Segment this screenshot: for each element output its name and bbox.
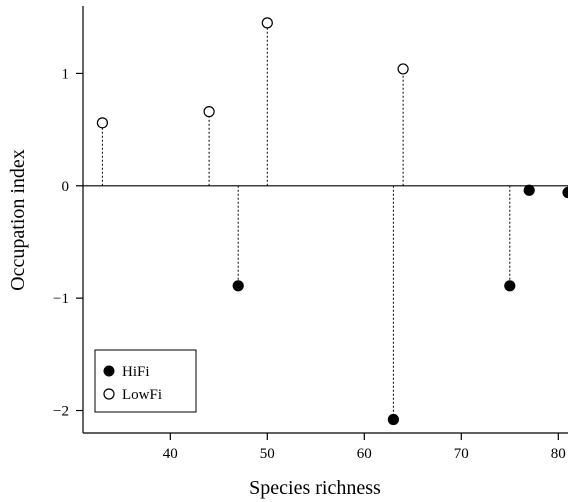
legend-lowfi-marker [103,388,115,400]
y-tick-label: 1 [62,66,70,82]
hifi-point [387,413,399,426]
legend-hifi-marker [103,365,115,377]
lowfi-point [261,17,273,29]
hifi-point [504,280,516,292]
y-axis-title: Occupation index [7,149,29,291]
lowfi-point [203,106,215,118]
legend-hifi-label: HiFi [122,364,150,380]
x-tick-label: 70 [454,446,469,462]
hifi-point [232,280,244,292]
y-tick-label: 0 [62,179,70,195]
data-points [96,17,568,426]
x-tick-label: 80 [551,446,566,462]
y-axis-ticks: −2 −1 0 1 [53,66,83,420]
x-tick-label: 60 [357,446,372,462]
y-tick-label: −1 [53,291,69,307]
hifi-point [523,184,535,196]
x-tick-label: 50 [260,446,275,462]
y-tick-label: −2 [53,404,69,420]
legend-box [94,349,197,413]
legend-lowfi-label: LowFi [122,387,162,403]
x-axis-ticks: 40 50 60 70 80 [163,433,566,462]
x-tick-label: 40 [163,446,178,462]
lowfi-point [397,63,409,75]
plot-area [82,6,568,434]
lowfi-point [96,117,109,129]
legend: HiFi LowFi [94,349,197,413]
hifi-point [562,186,568,199]
x-axis-title: Species richness [249,477,381,499]
